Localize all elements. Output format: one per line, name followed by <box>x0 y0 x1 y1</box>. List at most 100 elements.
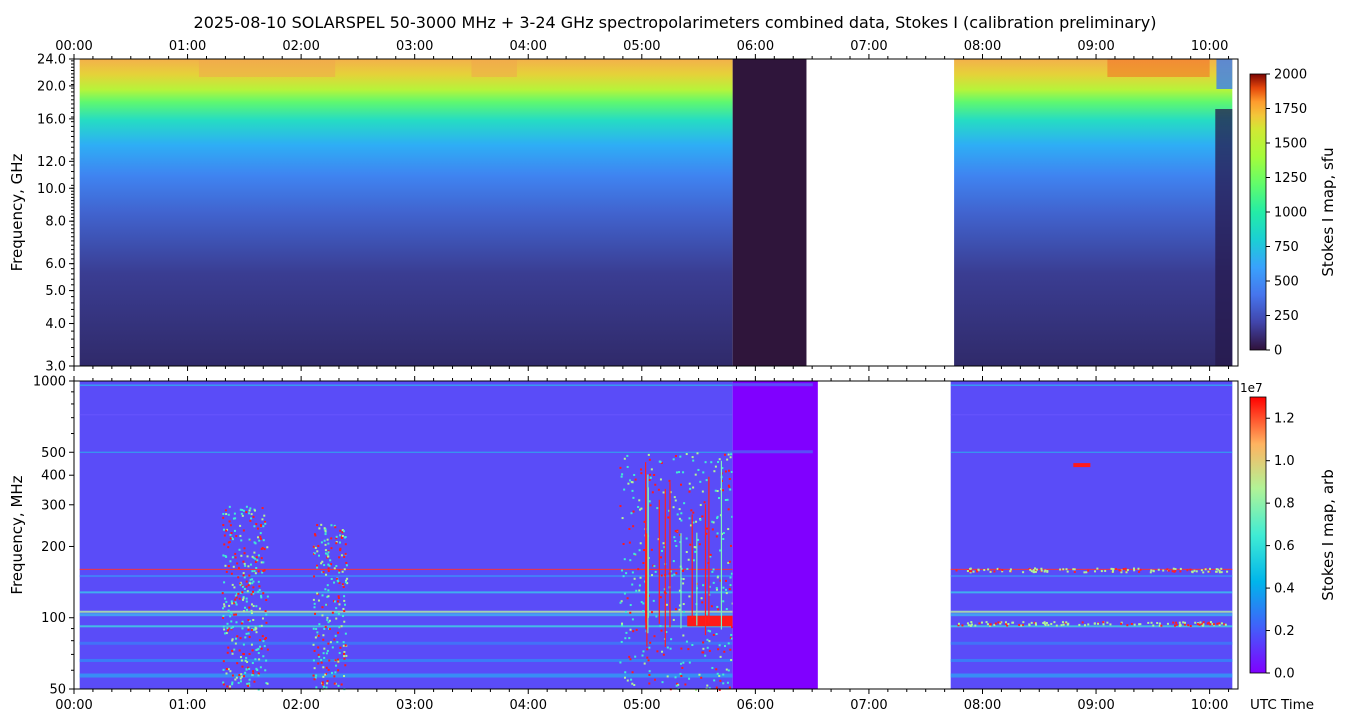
lower-burst-speck <box>632 510 635 513</box>
lower-speck <box>1201 624 1204 627</box>
lower-burst-speck <box>328 627 331 630</box>
lower-burst-speck <box>338 626 341 629</box>
lower-burst-speck <box>343 595 346 598</box>
lower-burst-speck <box>322 675 325 678</box>
lower-burst-speck <box>698 673 701 676</box>
lower-speck <box>1053 621 1056 624</box>
lower-speck <box>1208 567 1211 570</box>
lower-burst-speck <box>626 679 629 682</box>
lower-burst-speck <box>262 655 265 658</box>
lower-burst-speck <box>621 473 624 476</box>
lower-band <box>79 658 733 662</box>
lower-burst-speck <box>327 551 330 554</box>
lower-speck <box>1104 569 1107 572</box>
lower-speck <box>1096 567 1099 570</box>
lower-burst-speck <box>634 655 637 658</box>
lower-burst-speck <box>230 532 233 535</box>
lower-burst-speck <box>692 459 695 462</box>
lower-burst-speck <box>712 521 715 524</box>
lower-burst-speck <box>691 644 694 647</box>
lower-burst-speck <box>247 628 250 631</box>
lower-burst-speck <box>652 564 655 567</box>
lower-burst-speck <box>233 529 236 532</box>
lower-burst-speck <box>331 611 334 614</box>
lower-burst-speck <box>241 620 244 623</box>
lower-burst-speck <box>338 571 341 574</box>
lower-speck <box>1218 623 1221 626</box>
lower-burst-speck <box>222 607 225 610</box>
lower-speck <box>996 567 999 570</box>
lower-speck <box>1218 622 1221 625</box>
lower-burst-speck <box>227 668 230 671</box>
lower-burst-speck <box>629 479 632 482</box>
lower-speck <box>1216 622 1219 625</box>
lower-burst-speck <box>623 676 626 679</box>
lower-burst-speck <box>725 588 728 591</box>
lower-burst-speck <box>729 456 732 459</box>
lower-burst-speck <box>715 633 718 636</box>
lower-burst-speck <box>252 586 255 589</box>
lower-burst-speck <box>674 676 677 679</box>
lower-burst-speck <box>242 595 245 598</box>
lower-burst-speck <box>245 511 248 514</box>
lower-burst-speck <box>676 513 679 516</box>
lower-speck <box>1009 568 1012 571</box>
lower-burst-speck <box>674 499 677 502</box>
lower-band <box>79 591 733 594</box>
top-x-tick-label: 04:00 <box>510 39 547 54</box>
lower-burst-speck <box>327 589 330 592</box>
lower-band <box>950 568 1233 571</box>
lower-burst-speck <box>647 659 650 662</box>
lower-burst-speck <box>719 579 722 582</box>
lower-speck <box>967 570 970 573</box>
lower-burst-speck <box>263 569 266 572</box>
lower-burst-speck <box>323 539 326 542</box>
lower-burst-speck <box>254 542 257 545</box>
lower-burst-speck <box>678 608 681 611</box>
lower-burst-speck <box>260 557 263 560</box>
lower-band <box>79 613 733 617</box>
lower-speck <box>1035 569 1038 572</box>
lower-burst-speck <box>256 536 259 539</box>
lower-speck <box>1028 623 1031 626</box>
lower-burst-speck <box>223 603 226 606</box>
lower-burst-speck <box>672 458 675 461</box>
lower-burst-speck <box>313 602 316 605</box>
lower-speck <box>1087 623 1090 626</box>
lower-burst-speck <box>224 632 227 635</box>
lower-burst-speck <box>258 585 261 588</box>
lower-burst-speck <box>701 515 704 518</box>
lower-burst-speck <box>680 647 683 650</box>
lower-burst-speck <box>255 631 258 634</box>
lower-burst-speck <box>660 461 663 464</box>
lower-burst-speck <box>315 564 318 567</box>
lower-burst-speck <box>318 655 321 658</box>
lower-burst-speck <box>262 561 265 564</box>
lower-band <box>950 658 1233 662</box>
lower-burst-speck <box>659 596 662 599</box>
lower-burst-speck <box>313 667 316 670</box>
lower-burst-speck <box>316 524 319 527</box>
figure-title: 2025-08-10 SOLARSPEL 50-3000 MHz + 3-24 … <box>194 13 1157 32</box>
lower-burst-speck <box>659 625 662 628</box>
lower-burst-speck <box>245 505 248 508</box>
lower-burst-speck <box>336 641 339 644</box>
lower-burst-speck <box>723 650 726 653</box>
lower-burst-speck <box>697 538 700 541</box>
lower-burst-speck <box>711 528 714 531</box>
lower-burst-speck <box>727 484 730 487</box>
lower-burst-speck <box>631 682 634 685</box>
lower-burst-speck <box>685 453 688 456</box>
lower-burst-speck <box>262 539 265 542</box>
lower-colorbar-bar <box>1249 396 1267 674</box>
lower-burst-speck <box>340 536 343 539</box>
lower-speck <box>1100 570 1103 573</box>
lower-speck <box>1226 570 1229 573</box>
lower-burst-speck <box>338 541 341 544</box>
lower-burst-speck <box>707 629 710 632</box>
lower-burst-speck <box>345 579 348 582</box>
lower-burst-speck <box>729 636 732 639</box>
lower-burst-speck <box>252 515 255 518</box>
lower-colorbar-tick-label: 0.4 <box>1274 582 1295 597</box>
lower-burst-speck <box>657 538 660 541</box>
